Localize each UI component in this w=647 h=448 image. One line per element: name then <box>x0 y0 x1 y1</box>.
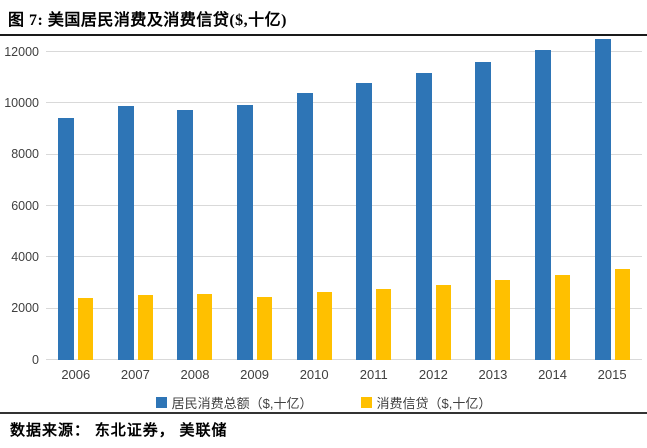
y-tick-label-10000: 10000 <box>4 95 39 110</box>
bar-series1-2010 <box>316 292 332 360</box>
y-tick-label-6000: 6000 <box>11 198 39 213</box>
gridline-10000 <box>46 102 642 104</box>
x-axis: 2006 2007 2008 2009 2010 2011 2012 2013 2014 2015 <box>46 367 647 382</box>
bar-series1-2007 <box>137 295 153 360</box>
bar-group-2010 <box>284 38 344 360</box>
x-tick-label-2009: 2009 <box>240 367 270 382</box>
bar-series0-2013 <box>475 62 492 360</box>
bar-group-2011 <box>344 38 404 360</box>
y-tick-label-12000: 12000 <box>4 44 39 59</box>
bar-series1-2008 <box>197 294 213 360</box>
y-tick-label-0: 0 <box>32 352 39 367</box>
gridline-8000 <box>46 153 642 155</box>
bar-group-2008 <box>165 38 225 360</box>
bar-series0-2006 <box>58 117 75 360</box>
bar-group-2012 <box>404 38 464 360</box>
bar-series0-2010 <box>296 93 313 360</box>
bar-series0-2007 <box>117 106 134 360</box>
x-tick-label-2015: 2015 <box>597 367 627 382</box>
legend-swatch-gold-icon <box>360 397 372 408</box>
gridline-0 <box>46 359 642 360</box>
gridline-6000 <box>46 205 642 207</box>
bar-group-2006 <box>46 38 106 360</box>
bar-group-2014 <box>523 38 583 360</box>
x-tick-label-2013: 2013 <box>478 367 508 382</box>
bar-series1-2013 <box>495 280 511 360</box>
x-tick-label-2008: 2008 <box>180 367 210 382</box>
x-tick-label-2014: 2014 <box>538 367 567 382</box>
bar-group-2009 <box>225 38 285 360</box>
bar-series0-2011 <box>356 82 373 360</box>
bar-series0-2012 <box>415 72 432 360</box>
y-axis: 0 2000 4000 6000 8000 10000 12000 <box>0 38 46 367</box>
y-tick-label-4000: 4000 <box>11 249 39 264</box>
chart-header: 图 7: 美国居民消费及消费信贷($,十亿) <box>0 0 647 36</box>
bar-series1-2012 <box>435 285 451 360</box>
legend-swatch-blue-icon <box>155 397 167 408</box>
data-source-note: 数据来源： 东北证券， 美联储 <box>10 423 228 439</box>
bar-series0-2014 <box>535 49 552 360</box>
bar-series1-2006 <box>78 298 94 360</box>
chart-footer: 数据来源： 东北证券， 美联储 <box>0 412 647 448</box>
bar-series1-2011 <box>376 289 392 360</box>
x-tick-label-2006: 2006 <box>61 367 91 382</box>
x-tick-label-2011: 2011 <box>359 367 388 382</box>
bar-groups <box>46 38 642 360</box>
bar-group-2013 <box>463 38 523 360</box>
legend-item-consumption: 居民消费总额（$,十亿） <box>155 393 313 412</box>
x-tick-label-2007: 2007 <box>120 367 150 382</box>
gridline-2000 <box>46 307 642 309</box>
gridline-4000 <box>46 256 642 258</box>
bar-series1-2015 <box>614 269 630 360</box>
legend-item-credit: 消费信贷（$,十亿） <box>360 393 492 412</box>
y-tick-label-2000: 2000 <box>11 301 39 316</box>
bar-series1-2009 <box>257 297 273 360</box>
bar-series0-2008 <box>177 109 194 360</box>
plot-area <box>46 38 642 360</box>
bar-series1-2014 <box>555 274 571 360</box>
bar-group-2007 <box>106 38 166 360</box>
chart-body: 0 2000 4000 6000 8000 10000 12000 <box>0 38 647 367</box>
legend-label-consumption: 居民消费总额（$,十亿） <box>171 396 313 411</box>
bar-series0-2009 <box>237 104 254 360</box>
bar-group-2015 <box>582 38 642 360</box>
bar-series0-2015 <box>594 39 611 360</box>
gridline-12000 <box>46 51 642 53</box>
x-tick-label-2012: 2012 <box>418 367 448 382</box>
y-tick-label-8000: 8000 <box>11 147 39 162</box>
legend: 居民消费总额（$,十亿） 消费信贷（$,十亿） <box>0 393 647 412</box>
legend-label-credit: 消费信贷（$,十亿） <box>376 396 492 411</box>
x-tick-label-2010: 2010 <box>299 367 329 382</box>
chart-title: 图 7: 美国居民消费及消费信贷($,十亿) <box>8 12 287 29</box>
